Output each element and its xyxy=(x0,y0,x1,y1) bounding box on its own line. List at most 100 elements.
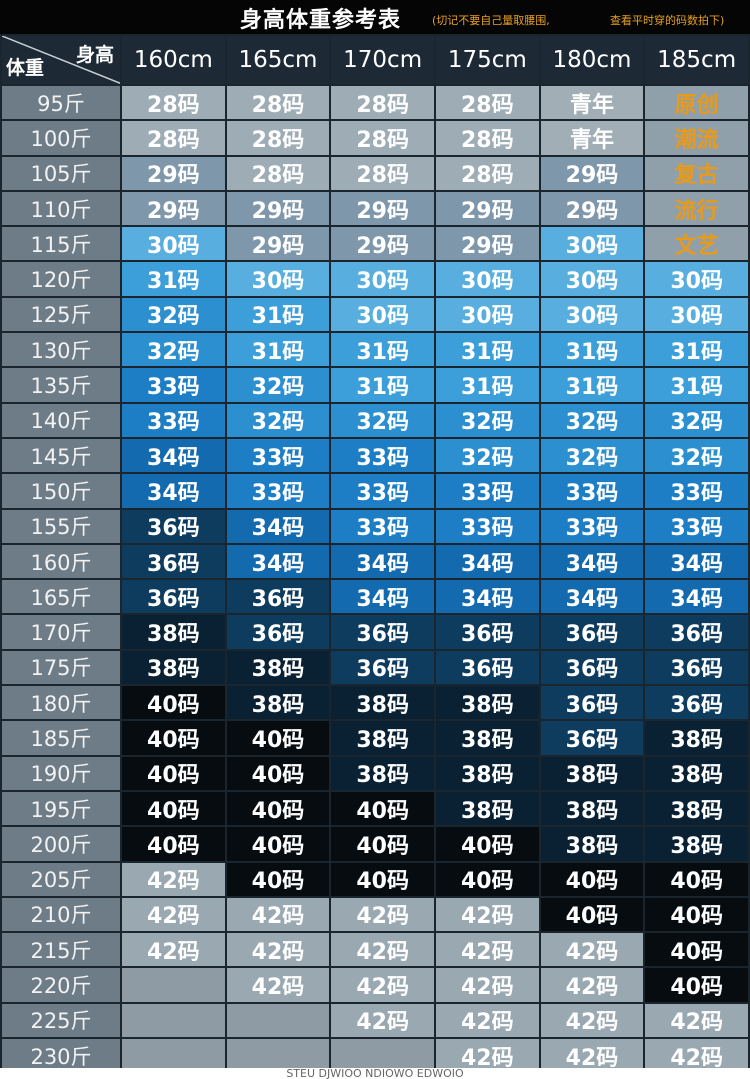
size-cell: 31码 xyxy=(226,297,330,332)
size-cell xyxy=(226,1003,330,1038)
size-cell: 40码 xyxy=(331,862,434,896)
size-cell: 40码 xyxy=(645,897,748,932)
size-cell: 40码 xyxy=(540,897,644,932)
size-cell: 复古 xyxy=(645,156,748,190)
size-cell: 38码 xyxy=(331,721,434,755)
size-cell: 40码 xyxy=(435,862,539,896)
table-row: 145斤 34码 33码 33码 32码 32码 32码 xyxy=(2,438,748,473)
table-row: 225斤 42码 42码 42码 42码 xyxy=(2,1003,748,1038)
size-cell: 42码 xyxy=(435,897,539,932)
size-cell: 31码 xyxy=(645,333,748,367)
size-cell: 42码 xyxy=(540,933,644,967)
size-cell: 36码 xyxy=(645,650,748,685)
size-cell: 38码 xyxy=(226,650,330,685)
size-cell: 32码 xyxy=(331,403,434,437)
weight-cell: 120斤 xyxy=(2,262,120,296)
size-cell: 32码 xyxy=(122,333,225,367)
size-cell: 31码 xyxy=(331,333,434,367)
size-cell: 33码 xyxy=(435,509,539,543)
size-cell: 28码 xyxy=(226,86,330,120)
size-cell: 38码 xyxy=(540,756,644,790)
weight-cell: 175斤 xyxy=(2,650,120,685)
size-cell: 38码 xyxy=(122,615,225,649)
table-row: 210斤 42码 42码 42码 42码 40码 40码 xyxy=(2,897,748,932)
size-cell: 34码 xyxy=(435,544,539,579)
size-cell: 38码 xyxy=(435,721,539,755)
size-cell: 38码 xyxy=(540,827,644,861)
size-cell: 42码 xyxy=(122,862,225,896)
size-cell: 29码 xyxy=(540,191,644,226)
size-cell: 40码 xyxy=(122,686,225,720)
size-cell: 29码 xyxy=(122,156,225,190)
size-cell: 42码 xyxy=(331,897,434,932)
size-cell: 42码 xyxy=(122,933,225,967)
size-cell: 29码 xyxy=(540,156,644,190)
size-cell xyxy=(122,968,225,1002)
weight-cell: 155斤 xyxy=(2,509,120,543)
weight-cell: 100斤 xyxy=(2,121,120,155)
size-cell: 42码 xyxy=(331,1003,434,1038)
size-cell: 36码 xyxy=(122,580,225,614)
size-cell: 30码 xyxy=(540,297,644,332)
weight-cell: 150斤 xyxy=(2,474,120,508)
size-cell: 28码 xyxy=(226,121,330,155)
size-cell: 42码 xyxy=(226,933,330,967)
table-row: 170斤 38码 36码 36码 36码 36码 36码 xyxy=(2,615,748,649)
table-row: 215斤 42码 42码 42码 42码 42码 40码 xyxy=(2,933,748,967)
size-cell: 36码 xyxy=(435,615,539,649)
size-cell: 42码 xyxy=(435,1039,539,1073)
corner-bottom: 体重 xyxy=(6,57,45,79)
size-cell: 36码 xyxy=(122,509,225,543)
size-cell: 原创 xyxy=(645,86,748,120)
table-row: 200斤 40码 40码 40码 40码 38码 38码 xyxy=(2,827,748,861)
weight-cell: 105斤 xyxy=(2,156,120,190)
size-cell: 42码 xyxy=(540,1039,644,1073)
weight-cell: 95斤 xyxy=(2,86,120,120)
size-cell: 29码 xyxy=(226,191,330,226)
size-cell xyxy=(331,1039,434,1073)
size-cell: 40码 xyxy=(226,721,330,755)
size-cell: 33码 xyxy=(540,474,644,508)
size-cell: 36码 xyxy=(226,615,330,649)
size-cell: 40码 xyxy=(122,791,225,826)
size-cell: 28码 xyxy=(435,156,539,190)
size-cell: 38码 xyxy=(122,650,225,685)
size-cell: 33码 xyxy=(122,368,225,402)
size-cell: 青年 xyxy=(540,121,644,155)
size-cell: 42码 xyxy=(540,968,644,1002)
size-cell: 30码 xyxy=(645,262,748,296)
weight-cell: 210斤 xyxy=(2,897,120,932)
size-cell: 40码 xyxy=(540,862,644,896)
table-row: 110斤 29码 29码 29码 29码 29码 流行 xyxy=(2,191,748,226)
size-cell: 29码 xyxy=(122,191,225,226)
size-cell: 29码 xyxy=(331,227,434,261)
size-cell: 33码 xyxy=(331,474,434,508)
weight-cell: 185斤 xyxy=(2,721,120,755)
table-row: 120斤 31码 30码 30码 30码 30码 30码 xyxy=(2,262,748,296)
size-cell: 34码 xyxy=(331,580,434,614)
size-cell: 33码 xyxy=(331,438,434,473)
size-cell xyxy=(122,1039,225,1073)
table-row: 140斤 33码 32码 32码 32码 32码 32码 xyxy=(2,403,748,437)
size-cell: 38码 xyxy=(331,686,434,720)
table-row: 185斤 40码 40码 38码 38码 36码 38码 xyxy=(2,721,748,755)
size-cell: 28码 xyxy=(331,86,434,120)
weight-cell: 130斤 xyxy=(2,333,120,367)
size-cell: 42码 xyxy=(122,897,225,932)
column-header: 175cm xyxy=(435,36,539,84)
weight-cell: 115斤 xyxy=(2,227,120,261)
size-cell: 40码 xyxy=(122,721,225,755)
table-row: 180斤 40码 38码 38码 38码 36码 36码 xyxy=(2,686,748,720)
size-cell: 40码 xyxy=(645,968,748,1002)
column-header: 180cm xyxy=(540,36,644,84)
size-cell: 32码 xyxy=(226,403,330,437)
size-cell: 33码 xyxy=(226,474,330,508)
column-header: 160cm xyxy=(122,36,225,84)
size-cell: 40码 xyxy=(226,756,330,790)
size-cell: 32码 xyxy=(645,438,748,473)
size-cell: 42码 xyxy=(226,968,330,1002)
size-cell: 31码 xyxy=(122,262,225,296)
table-row: 115斤 30码 29码 29码 29码 30码 文艺 xyxy=(2,227,748,261)
size-cell: 33码 xyxy=(122,403,225,437)
